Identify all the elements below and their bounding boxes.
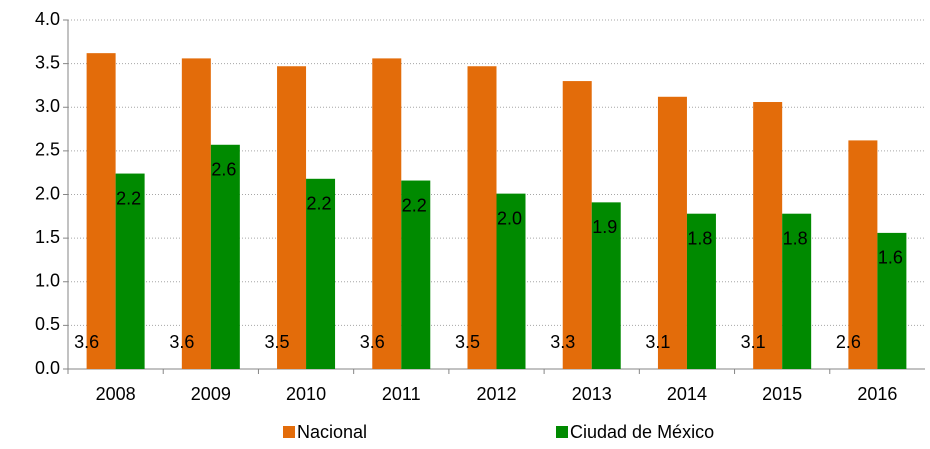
y-tick-label: 2.5 xyxy=(35,140,60,160)
data-label: 3.3 xyxy=(550,332,575,352)
data-label: 3.5 xyxy=(455,332,480,352)
y-tick-label: 4.0 xyxy=(35,9,60,29)
data-label: 2.6 xyxy=(836,332,861,352)
x-tick-label: 2013 xyxy=(572,384,612,404)
data-label: 1.8 xyxy=(783,228,808,248)
bar xyxy=(401,180,431,369)
data-label: 1.6 xyxy=(878,248,903,268)
bar xyxy=(591,202,621,369)
bar xyxy=(210,144,240,369)
y-tick-label: 2.0 xyxy=(35,183,60,203)
legend-swatch xyxy=(556,426,568,438)
y-tick-label: 3.0 xyxy=(35,96,60,116)
y-tick-label: 1.0 xyxy=(35,271,60,291)
data-label: 2.2 xyxy=(116,188,141,208)
data-label: 1.8 xyxy=(687,228,712,248)
bar xyxy=(467,66,497,370)
data-label: 3.6 xyxy=(169,332,194,352)
x-tick-label: 2012 xyxy=(476,384,516,404)
data-label: 3.1 xyxy=(741,332,766,352)
data-label: 2.0 xyxy=(497,208,522,228)
data-label: 3.6 xyxy=(74,332,99,352)
x-tick-label: 2008 xyxy=(96,384,136,404)
bar xyxy=(496,193,526,369)
bar xyxy=(562,81,592,369)
x-tick-label: 2015 xyxy=(762,384,802,404)
y-tick-label: 3.5 xyxy=(35,52,60,72)
bar xyxy=(848,140,878,369)
bar xyxy=(372,58,402,369)
bar xyxy=(306,178,336,369)
data-label: 3.6 xyxy=(360,332,385,352)
data-label: 3.5 xyxy=(265,332,290,352)
x-tick-label: 2011 xyxy=(382,384,421,404)
bar xyxy=(657,96,687,369)
y-tick-label: 1.5 xyxy=(35,227,60,247)
data-label: 3.1 xyxy=(645,332,670,352)
bar xyxy=(686,213,716,369)
y-tick-label: 0.0 xyxy=(35,358,60,378)
y-tick-label: 0.5 xyxy=(35,314,60,334)
data-label: 2.2 xyxy=(402,195,427,215)
bar xyxy=(877,232,907,369)
bar xyxy=(753,102,783,369)
data-label: 2.2 xyxy=(307,194,332,214)
data-label: 2.6 xyxy=(211,160,236,180)
bar xyxy=(115,173,145,369)
bar xyxy=(782,213,812,369)
x-tick-label: 2009 xyxy=(191,384,231,404)
x-tick-label: 2016 xyxy=(857,384,897,404)
legend-swatch xyxy=(283,426,295,438)
bar xyxy=(86,53,116,369)
legend-label: Ciudad de México xyxy=(570,422,714,442)
legend-label: Nacional xyxy=(297,422,367,442)
bar xyxy=(277,66,307,370)
bar xyxy=(181,58,211,369)
x-tick-label: 2014 xyxy=(667,384,707,404)
x-tick-label: 2010 xyxy=(286,384,326,404)
data-label: 1.9 xyxy=(592,217,617,237)
